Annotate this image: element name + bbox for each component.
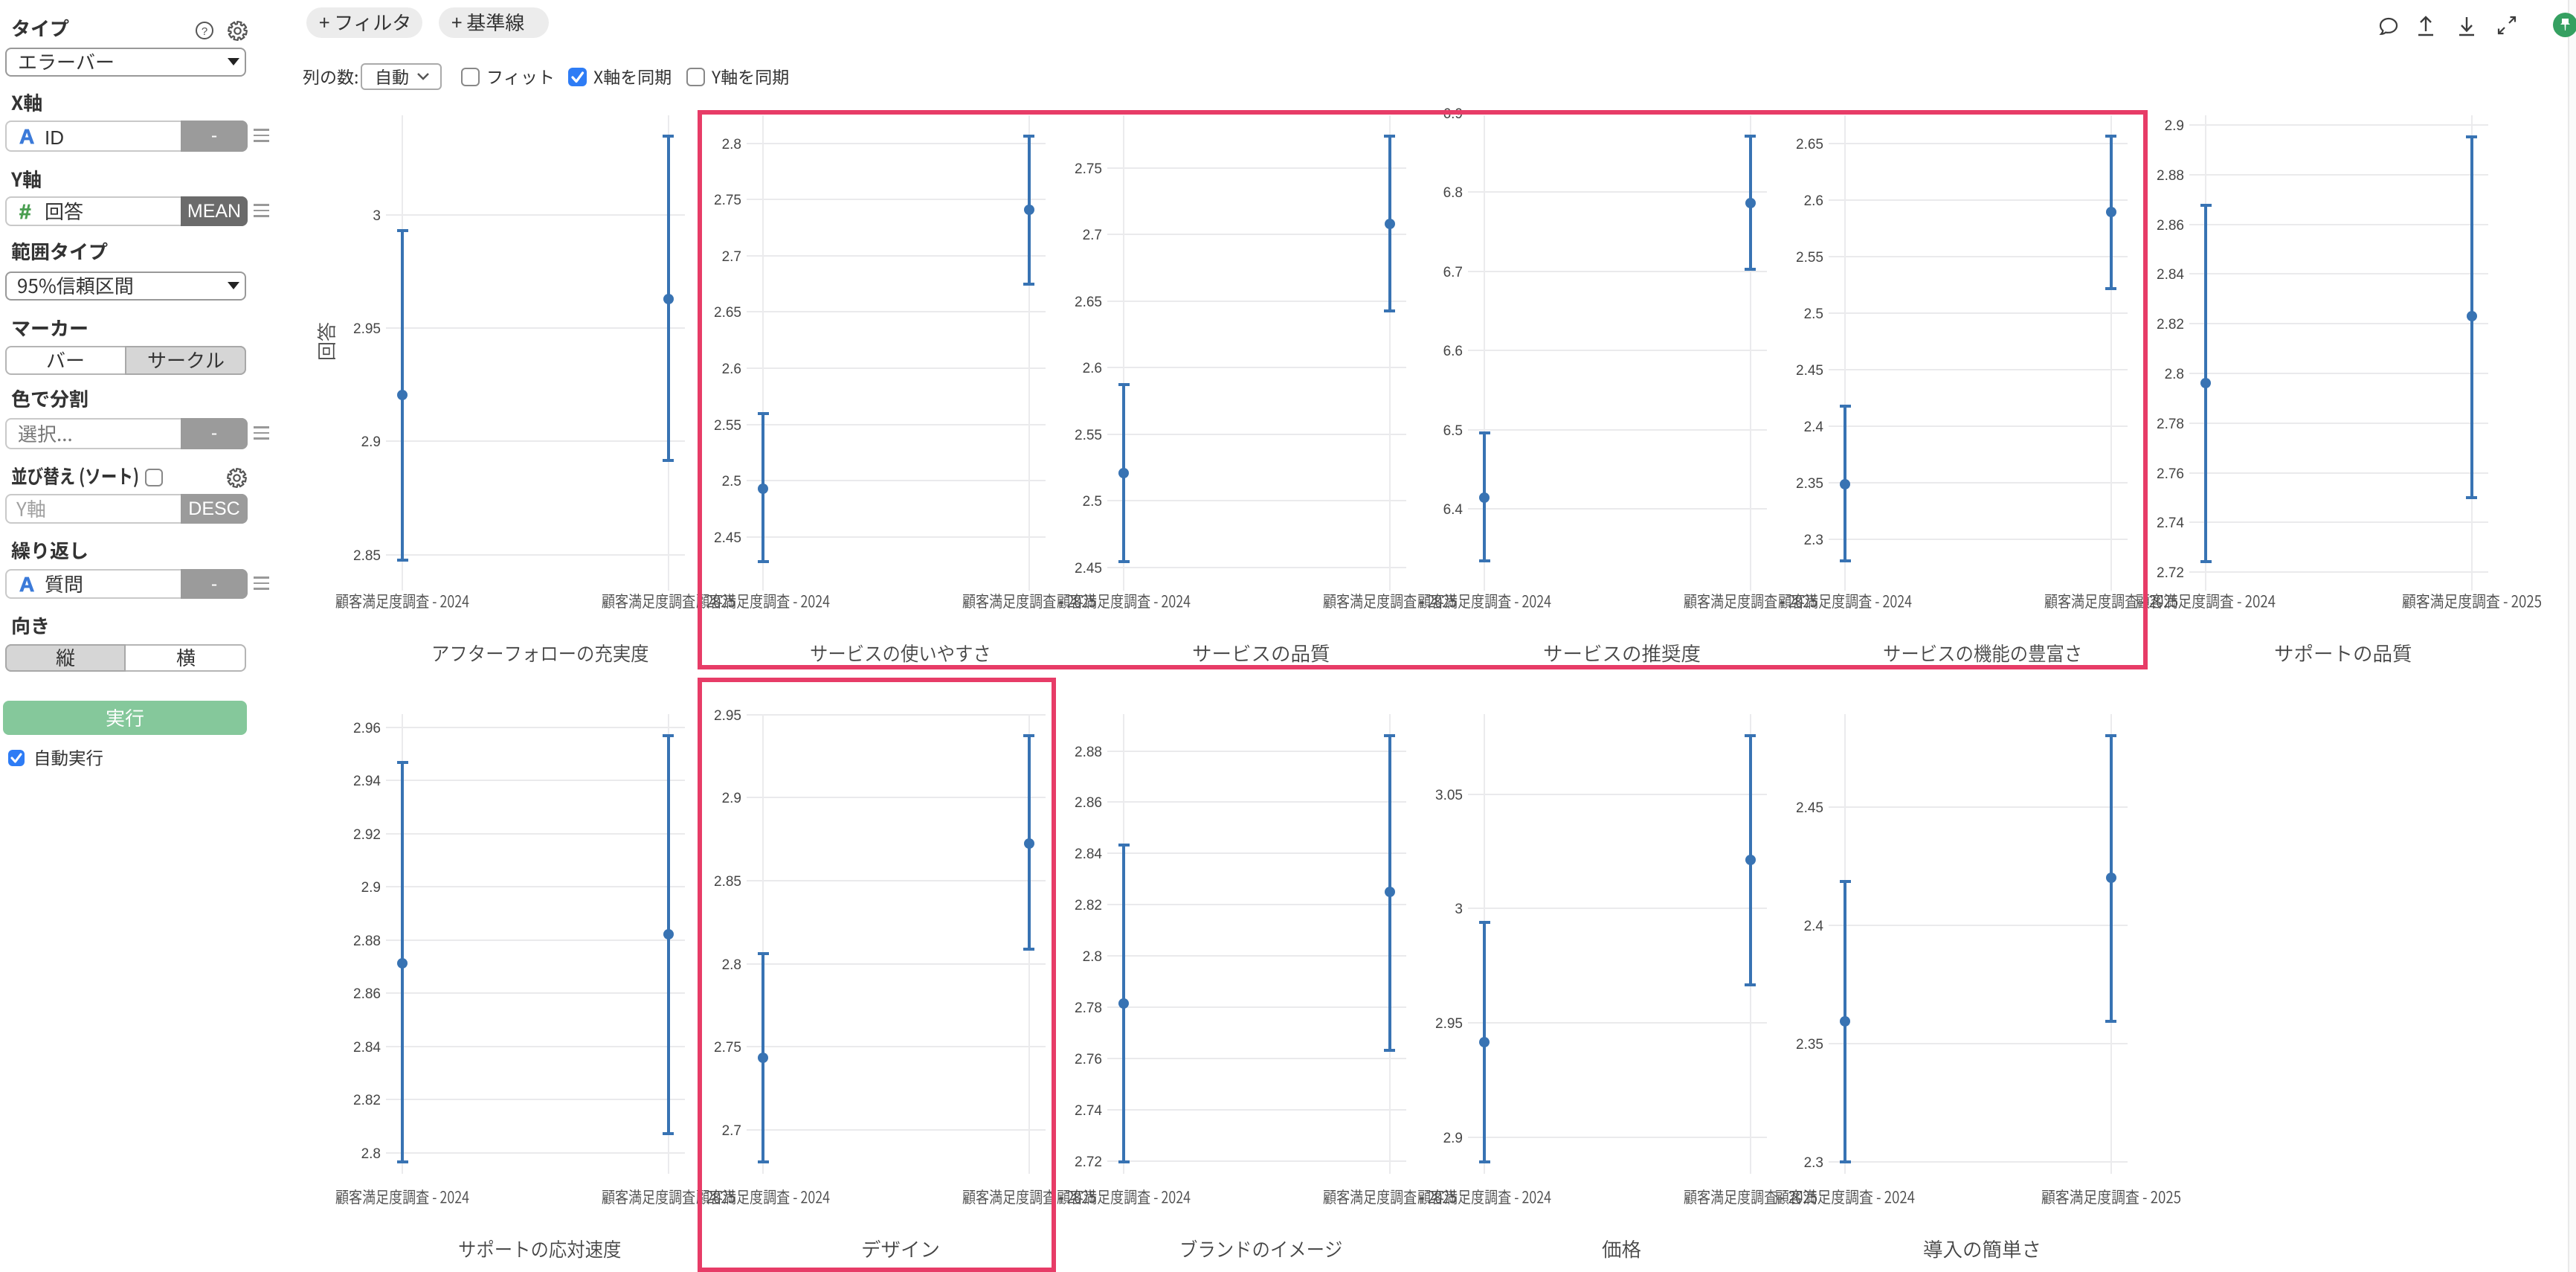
svg-text:?: ? — [202, 25, 207, 38]
